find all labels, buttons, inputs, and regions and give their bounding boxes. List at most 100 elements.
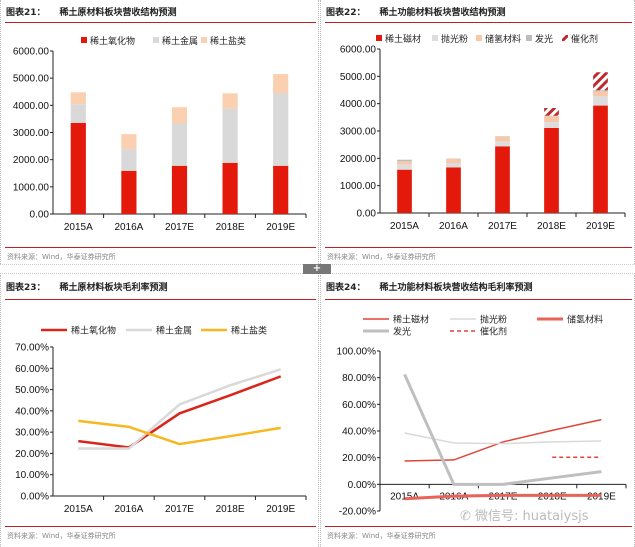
legend-label: 稀土盐类 xyxy=(210,35,246,46)
y-tick-label: 40.00% xyxy=(342,427,376,438)
source-note: 资料来源：Wind，华泰证券研究所 xyxy=(7,532,116,540)
y-tick-label: 0.00% xyxy=(21,492,49,503)
series-line xyxy=(78,368,282,450)
y-tick-label: 100.00% xyxy=(337,347,377,358)
legend-label: 稀土磁材 xyxy=(393,314,429,325)
figure-label: 图表22： xyxy=(326,8,366,18)
bar-segment xyxy=(70,104,86,123)
legend-label: 催化剂 xyxy=(571,33,598,44)
legend-swatch xyxy=(201,37,207,43)
series-line xyxy=(404,432,602,445)
bar-segment xyxy=(171,107,188,124)
legend-label: 抛光粉 xyxy=(480,314,507,325)
bar-segment xyxy=(70,122,86,214)
bar-segment xyxy=(397,169,412,213)
y-tick-label: 70.00% xyxy=(15,343,49,354)
chart-title: 图表23： 稀土原材料板块毛利率预测 xyxy=(6,280,182,293)
x-tick-label: 2019E xyxy=(586,221,615,232)
bar-segment xyxy=(446,159,461,163)
x-tick-label: 2019E xyxy=(587,491,616,502)
y-tick-label: 6000.00 xyxy=(13,47,50,58)
bar-segment xyxy=(544,115,559,117)
bar-segment xyxy=(121,134,137,150)
bar-segment xyxy=(121,149,137,171)
y-tick-label: -20.00% xyxy=(339,507,376,518)
x-tick-label: 2016A xyxy=(114,222,143,233)
legend-swatch xyxy=(562,35,568,41)
x-tick-label: 2017E xyxy=(165,222,194,233)
title-divider xyxy=(325,299,632,300)
y-tick-label: 20.00% xyxy=(342,453,376,464)
y-tick-label: 1000.00 xyxy=(13,182,50,193)
y-tick-label: 4000.00 xyxy=(13,101,50,112)
figure-label: 图表21： xyxy=(6,8,46,18)
bar-segment xyxy=(544,127,559,213)
y-tick-label: 5000.00 xyxy=(340,72,377,83)
y-tick-label: 3000.00 xyxy=(13,128,50,139)
bar-segment xyxy=(544,108,559,116)
legend-label: 稀土金属 xyxy=(156,325,192,336)
chart-panel-23: 图表23： 稀土原材料板块毛利率预测 0.00% 10.00% 20.00% 30.00… xyxy=(0,275,319,547)
title-divider xyxy=(325,22,632,23)
chart-title: 图表21： 稀土原材料板块营收结构预测 xyxy=(6,5,191,18)
legend-label: 催化剂 xyxy=(480,326,507,337)
x-tick-label: 2015A xyxy=(390,491,419,502)
legend-swatch xyxy=(153,37,159,43)
bar-segment xyxy=(593,91,608,97)
chart-panel-24: 图表24： 稀土功能材料板块营收结构毛利率预测 -20.00% 0.00% 20.00… xyxy=(320,275,635,547)
legend-label: 发光 xyxy=(535,33,553,44)
legend-label: 储氢材料 xyxy=(485,33,521,44)
watermark: ✆ 微信号: huataiysjs xyxy=(460,505,589,524)
chart-title-text: 稀土功能材料板块营收结构毛利率预测 xyxy=(379,283,533,293)
bar-segment xyxy=(222,93,238,109)
bar-segment xyxy=(446,162,461,168)
chart-svg: 0.00 1000.00 2000.00 3000.00 4000.00 5000.00 6… xyxy=(13,35,307,233)
bar-segment xyxy=(593,72,608,91)
expand-button[interactable]: + xyxy=(303,264,331,274)
bar-segment xyxy=(544,116,559,123)
y-tick-label: 4000.00 xyxy=(340,99,377,110)
y-tick-label: 30.00% xyxy=(15,428,49,439)
legend-label: 稀土磁材 xyxy=(385,33,421,44)
source-note: 资料来源：Wind，华泰证券研究所 xyxy=(7,253,116,261)
bar-segment xyxy=(397,161,412,165)
x-tick-label: 2018E xyxy=(537,221,566,232)
source-note: 资料来源：Wind，华泰证券研究所 xyxy=(327,532,436,540)
y-tick-label: 60.00% xyxy=(15,364,49,375)
series-line xyxy=(404,493,602,501)
legend-label: 发光 xyxy=(393,326,411,337)
bar-segment xyxy=(222,162,238,214)
footer-divider xyxy=(5,526,316,527)
bar-segment xyxy=(121,170,137,214)
x-tick-label: 2019E xyxy=(266,504,295,515)
source-note: 资料来源：Wind，华泰证券研究所 xyxy=(327,253,436,261)
chart-svg: 0.00 1000.00 2000.00 3000.00 4000.00 5000.00 6… xyxy=(340,33,626,232)
bar-segment xyxy=(544,122,559,128)
legend-label: 稀土盐类 xyxy=(231,325,267,336)
x-tick-label: 2018E xyxy=(216,222,245,233)
x-tick-label: 2015A xyxy=(64,222,93,233)
legend-swatch xyxy=(376,35,382,41)
y-tick-label: 50.00% xyxy=(15,385,49,396)
legend-label: 稀土金属 xyxy=(162,35,198,46)
figure-label: 图表24： xyxy=(326,283,366,293)
chart-title: 图表24： 稀土功能材料板块营收结构毛利率预测 xyxy=(326,280,547,293)
x-tick-label: 2017E xyxy=(488,221,517,232)
legend-label: 稀土氧化物 xyxy=(90,35,135,46)
legend-swatch xyxy=(432,35,438,41)
legend-swatch xyxy=(526,35,532,41)
series-line xyxy=(403,373,602,486)
legend-label: 稀土氧化物 xyxy=(71,325,116,336)
series-line xyxy=(78,375,282,449)
bar-segment xyxy=(397,164,412,170)
bar-segment xyxy=(273,92,289,166)
title-divider xyxy=(5,22,316,23)
chart-panel-22: 图表22： 稀土功能材料板块营收结构预测 0.00 1000.00 2000.00 30… xyxy=(320,0,635,264)
bar-segment xyxy=(273,74,289,93)
bar-segment xyxy=(397,159,412,162)
bar-segment xyxy=(593,96,608,106)
legend-swatch xyxy=(476,35,482,41)
x-tick-label: 2017E xyxy=(165,504,194,515)
x-tick-label: 2016A xyxy=(439,221,468,232)
y-tick-label: 0.00% xyxy=(348,480,376,491)
